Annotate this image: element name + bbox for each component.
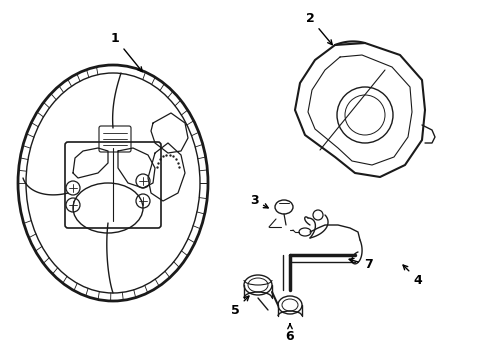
Text: 1: 1 bbox=[111, 32, 142, 72]
Text: 6: 6 bbox=[286, 324, 294, 342]
Text: 3: 3 bbox=[250, 194, 268, 208]
Text: 4: 4 bbox=[403, 265, 422, 287]
Text: 7: 7 bbox=[349, 258, 372, 271]
Text: 2: 2 bbox=[306, 12, 332, 45]
Text: 5: 5 bbox=[231, 296, 249, 316]
